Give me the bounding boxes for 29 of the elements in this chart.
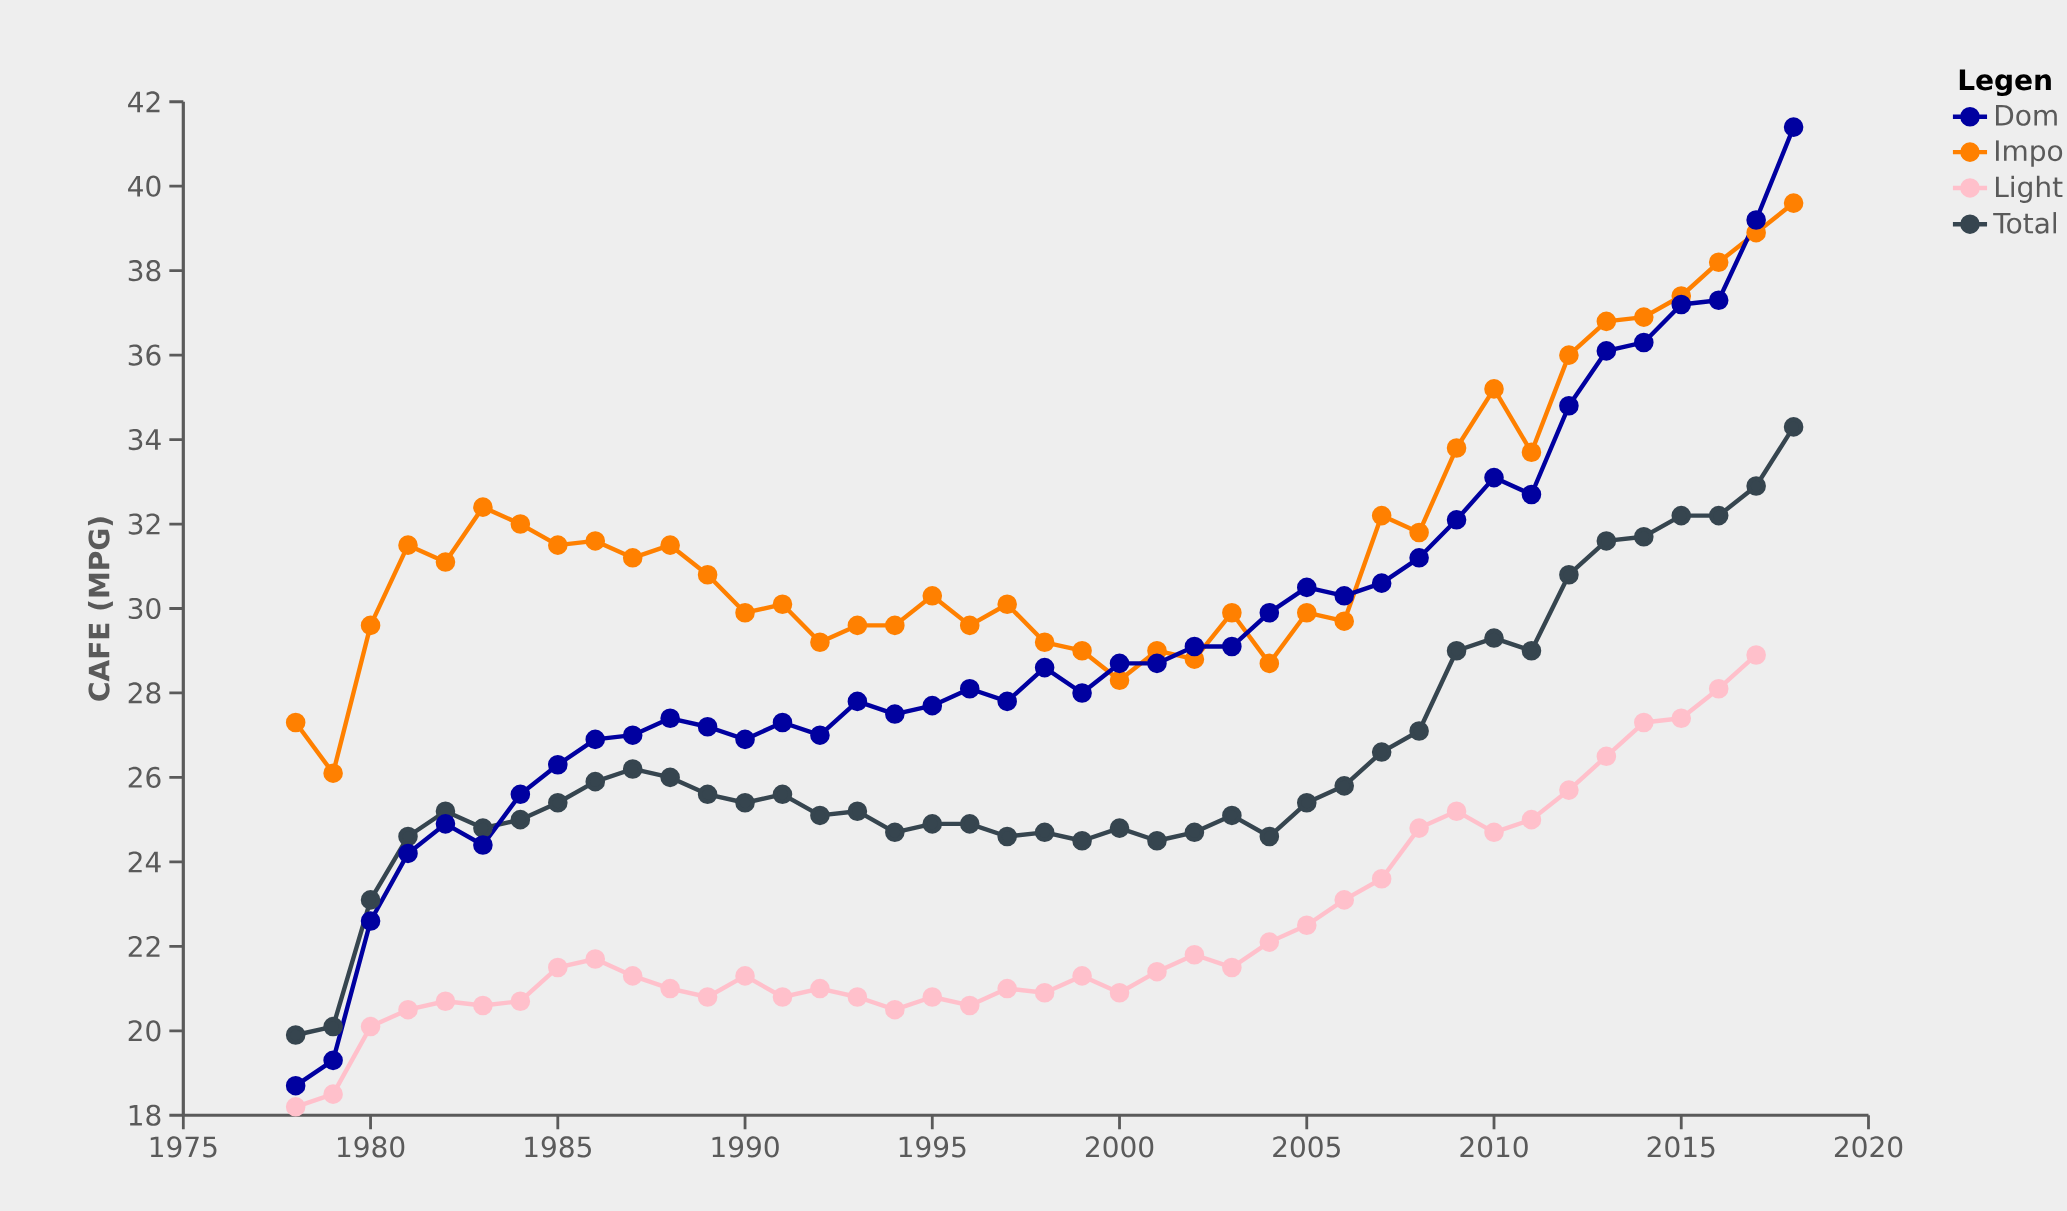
x-tick-label: 1985 [525, 1136, 591, 1158]
x-tick-label: 2010 [1460, 1136, 1528, 1158]
y-tick-label: 38 [128, 259, 161, 282]
y-tick-label: 42 [128, 91, 160, 112]
y-tick-label: 26 [128, 766, 161, 788]
x-tick-label: 1975 [150, 1136, 217, 1158]
x-tick-label: 2000 [1085, 1136, 1154, 1158]
y-tick-label: 24 [128, 851, 161, 873]
y-tick-label: 40 [128, 175, 161, 197]
x-tick-label: 2020 [1834, 1136, 1903, 1158]
legend-label: Light [1996, 175, 2063, 203]
y-tick-label: 22 [128, 935, 160, 957]
y-tick-label: 30 [128, 597, 161, 619]
x-tick-label: 1980 [338, 1136, 405, 1158]
y-tick-label: 32 [128, 513, 160, 535]
y-tick-label: 36 [128, 344, 161, 366]
y-tick-label: 18 [129, 1104, 161, 1126]
x-tick-label: 1990 [712, 1136, 779, 1158]
x-tick-label: 2015 [1647, 1136, 1715, 1158]
x-tick-label: 2005 [1273, 1136, 1340, 1158]
y-tick-label: 28 [128, 682, 161, 704]
legend-label: Dom [1996, 104, 2057, 126]
y-tick-label: 20 [128, 1019, 161, 1042]
y-axis-title: CAFE (MPG) [87, 517, 113, 701]
legend-label: Impo [1996, 140, 2063, 167]
x-tick-label: 1995 [899, 1136, 966, 1158]
legend-title: Legen [1959, 69, 2051, 96]
y-tick-label: 34 [128, 428, 161, 450]
legend-label: Total [1993, 211, 2057, 234]
